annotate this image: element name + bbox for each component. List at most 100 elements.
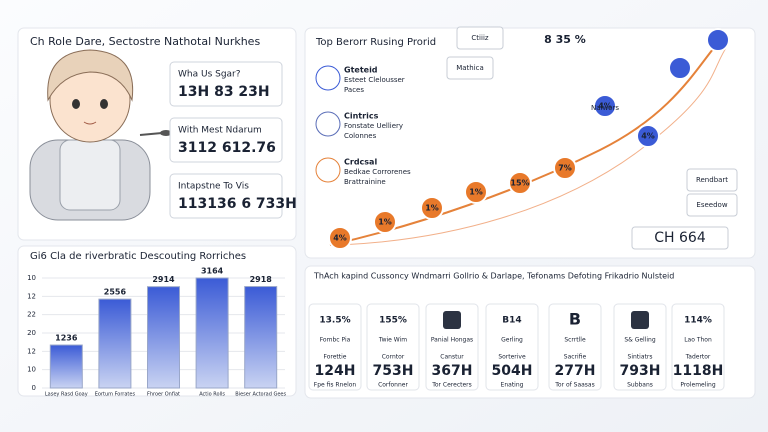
trend-point-label: 15% bbox=[510, 179, 529, 188]
axis-label: 22 bbox=[27, 311, 36, 319]
axis-label: 10 bbox=[27, 366, 36, 374]
metric-card bbox=[671, 303, 725, 391]
metric-small: Corntor bbox=[382, 354, 405, 361]
metric-top: B14 bbox=[502, 316, 521, 326]
trend-panel bbox=[304, 27, 756, 259]
bar bbox=[244, 286, 278, 389]
metric-sub: Scrrtlle bbox=[564, 337, 586, 344]
item-line: Fonstate Uelliery bbox=[344, 122, 403, 130]
callout-label: Mathica bbox=[456, 64, 484, 72]
metric-card bbox=[485, 303, 539, 391]
trend-point-label: 1% bbox=[378, 218, 392, 227]
bar-value-label: 2918 bbox=[250, 275, 273, 284]
bar bbox=[49, 344, 83, 389]
trend-point bbox=[553, 156, 577, 180]
metric-value: 753H bbox=[373, 363, 414, 379]
metric-value: 793H bbox=[620, 363, 661, 379]
stat-label: Wha Us Sgar? bbox=[178, 70, 241, 80]
item-line: Esteet Clelousser bbox=[344, 76, 405, 84]
trend-point bbox=[328, 226, 352, 250]
metric-foot: Tor Cerecters bbox=[431, 382, 472, 389]
item-name: Cintrics bbox=[344, 112, 379, 121]
metric-sub: S& Gelling bbox=[624, 337, 656, 344]
category-label: Eortum Forrates bbox=[95, 392, 136, 398]
metric-value: 277H bbox=[555, 363, 596, 379]
axis-label: 12 bbox=[27, 347, 36, 355]
character bbox=[29, 49, 172, 221]
metric-small: Canstur bbox=[440, 354, 464, 361]
stat-value: 3112 612.76 bbox=[178, 140, 276, 156]
axis-label: 12 bbox=[27, 292, 36, 300]
metric-card bbox=[308, 303, 362, 391]
stat-card bbox=[169, 117, 283, 163]
metric-value: 124H bbox=[315, 363, 356, 379]
metric-top: 114% bbox=[684, 316, 712, 326]
metric-foot: Fpe fis Rnelon bbox=[314, 382, 357, 389]
callout-box bbox=[631, 226, 729, 250]
panel-title: Gi6 Cla de riverbratic Descouting Rorric… bbox=[30, 251, 246, 262]
trend-point bbox=[373, 210, 397, 234]
trend-point bbox=[593, 94, 617, 118]
bar bbox=[195, 277, 229, 389]
metric-card bbox=[366, 303, 420, 391]
trend-point-label: 4% bbox=[641, 132, 655, 141]
bar bbox=[147, 286, 180, 389]
stat-card bbox=[169, 61, 283, 107]
trend-point bbox=[464, 180, 488, 204]
trend-point-label: 1% bbox=[425, 204, 439, 213]
trend-point-label: 4% bbox=[333, 234, 347, 243]
category-label: Fhroer Onfiat bbox=[147, 392, 180, 398]
stat-label: Intapstne To Vis bbox=[178, 182, 249, 192]
metric-top: 155% bbox=[379, 316, 407, 326]
trend-line bbox=[329, 34, 726, 246]
item-name: Crdcsal bbox=[344, 158, 377, 167]
metric-small: Sintiatrs bbox=[628, 354, 653, 361]
trend-point-label: 7% bbox=[558, 164, 572, 173]
callout-label: CH 664 bbox=[654, 230, 706, 246]
item-icon bbox=[315, 111, 341, 137]
callout-box bbox=[456, 26, 504, 50]
metric-icon bbox=[631, 311, 649, 329]
callout-label: Rendbart bbox=[696, 176, 728, 184]
bar-value-label: 2914 bbox=[152, 275, 175, 284]
callout-label: Eseedow bbox=[696, 201, 727, 209]
callout-box bbox=[686, 168, 738, 192]
stat-value: 113136 6 733H bbox=[178, 196, 297, 212]
axis-label: 0 bbox=[32, 384, 36, 392]
panel-title: Top Berorr Rusing Prorid bbox=[315, 37, 436, 48]
bar-value-label: 2556 bbox=[104, 288, 127, 297]
stat-value: 13H 83 23H bbox=[178, 84, 270, 100]
metric-value: 1118H bbox=[673, 363, 724, 379]
metric-sub: Gerling bbox=[501, 337, 523, 344]
panel-title: Ch Role Dare, Sectostre Nathotal Nurkhes bbox=[30, 35, 260, 48]
metric-small: Sorterive bbox=[498, 354, 526, 361]
metric-small: Sacrifie bbox=[564, 354, 587, 361]
metric-foot: Corfonner bbox=[378, 382, 408, 389]
axis-label: 10 bbox=[27, 274, 36, 282]
metric-sub: Twie Wim bbox=[378, 337, 407, 344]
trend-point bbox=[420, 196, 444, 220]
callout-label: Nalwors bbox=[591, 104, 619, 112]
metric-top: B bbox=[569, 310, 581, 329]
metric-value: 504H bbox=[492, 363, 533, 379]
item-line: Bedkae Corrorenes bbox=[344, 168, 411, 176]
metric-foot: Enating bbox=[501, 382, 524, 389]
metric-sub: Panial Hongas bbox=[431, 337, 473, 344]
trend-point-icon bbox=[706, 28, 730, 52]
bar bbox=[98, 298, 132, 389]
item-name: Gteteid bbox=[344, 66, 378, 75]
bar-value-label: 1236 bbox=[55, 334, 78, 343]
item-line: Paces bbox=[344, 86, 364, 94]
stat-label: With Mest Ndarum bbox=[178, 126, 262, 136]
metric-foot: Prolemeling bbox=[680, 382, 716, 389]
callout-label: Ctiiiz bbox=[471, 34, 488, 42]
metric-icon bbox=[443, 311, 461, 329]
callout-label: 8 35 % bbox=[544, 33, 586, 46]
metric-card bbox=[425, 303, 479, 391]
callout-box bbox=[686, 193, 738, 217]
category-label: Bieser Actorad Gees bbox=[235, 392, 286, 398]
axis-label: 20 bbox=[27, 329, 36, 337]
item-icon bbox=[315, 65, 341, 91]
metric-top: 13.5% bbox=[319, 316, 350, 326]
